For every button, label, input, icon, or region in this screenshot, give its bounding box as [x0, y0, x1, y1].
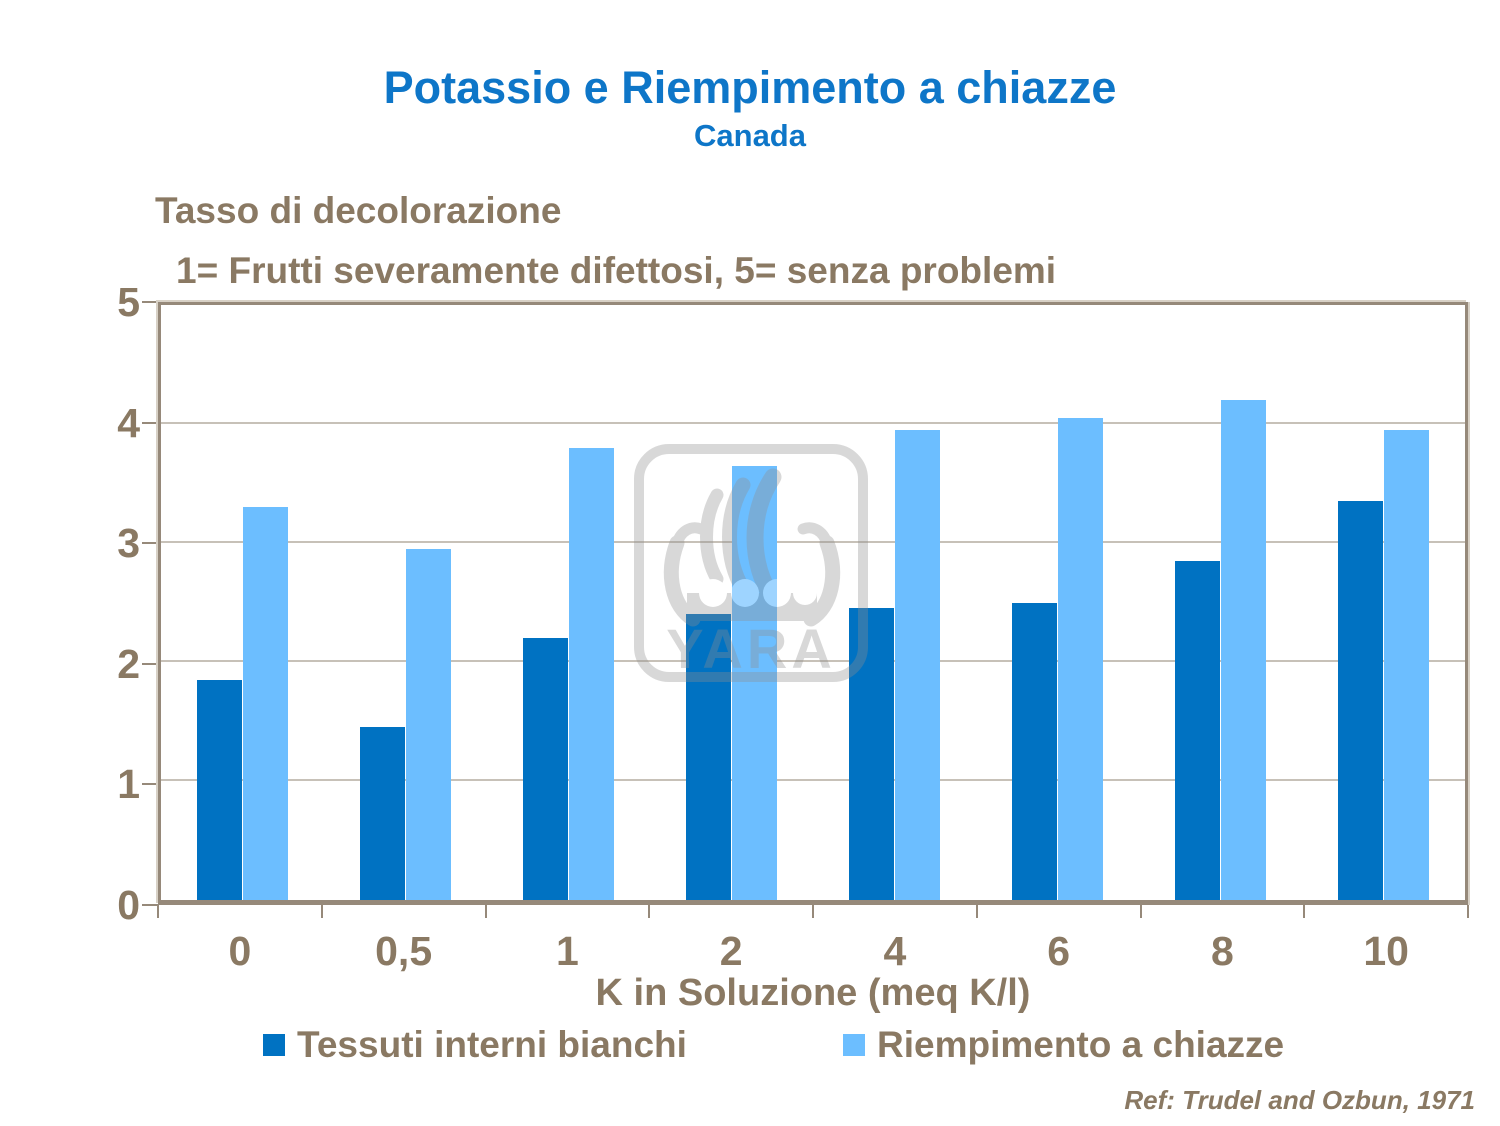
bar-tessuti-interni-bianchi-x4 [848, 608, 895, 900]
x-tick-mark [975, 905, 978, 918]
gridline [161, 541, 1465, 543]
x-tick-label: 1 [555, 928, 579, 974]
x-tick-label: 0 [228, 928, 252, 974]
gridline [161, 660, 1465, 662]
x-axis-title: K in Soluzione (meq K/l) [595, 972, 1031, 1014]
y-tick-label: 0 [117, 882, 140, 928]
yara-logo-watermark-icon: YARA [633, 443, 869, 683]
legend: Tessuti interni bianchi Riempimento a chi… [0, 1022, 1500, 1074]
x-tick-label: 4 [883, 928, 907, 974]
y-axis-ticks [142, 301, 158, 906]
y-tick-label: 3 [117, 520, 140, 567]
x-tick-label: 10 [1363, 928, 1409, 974]
x-tick-mark [484, 905, 487, 918]
y-tick-mark [142, 421, 158, 424]
x-tick-mark [1303, 905, 1306, 918]
bar-riempimento-a-chiazze-x8 [1220, 400, 1267, 900]
legend-marker-icon [263, 1034, 285, 1056]
y-tick-label: 1 [117, 761, 140, 808]
x-tick-label: 8 [1210, 928, 1234, 974]
legend-item-tessuti-interni-bianchi: Tessuti interni bianchi [263, 1022, 687, 1068]
reference-text: Ref: Trudel and Ozbun, 1971 [1124, 1085, 1475, 1115]
bar-riempimento-a-chiazze-x10 [1383, 429, 1430, 900]
gridline [161, 422, 1465, 424]
x-tick-mark [812, 905, 814, 918]
bar-riempimento-a-chiazze-x0,5 [405, 548, 452, 900]
x-tick-mark [1139, 905, 1142, 918]
bar-tessuti-interni-bianchi-x0 [196, 679, 243, 900]
x-tick-label: 2 [719, 928, 743, 974]
bar-tessuti-interni-bianchi-x10 [1337, 501, 1384, 900]
y-tick-label: 2 [117, 640, 140, 687]
bar-riempimento-a-chiazze-x1 [568, 447, 615, 900]
y-axis-note-line1: Tasso di decolorazione [155, 190, 562, 231]
gridline [161, 779, 1465, 781]
y-tick-label: 4 [117, 399, 140, 446]
bar-riempimento-a-chiazze-x4 [894, 429, 941, 900]
plot-area: YARA [158, 302, 1468, 905]
x-tick-mark [320, 905, 323, 918]
bar-tessuti-interni-bianchi-x2 [685, 614, 732, 900]
y-axis-labels: 0 1 2 3 4 5 [30, 279, 140, 928]
chart-subtitle: Canada [694, 118, 806, 153]
y-tick-mark [142, 542, 158, 545]
x-tick-mark [1467, 905, 1469, 918]
chart-title: Potassio e Riempimento a chiazze [383, 62, 1117, 113]
x-axis-ticks [157, 905, 1469, 919]
y-tick-mark [142, 301, 158, 303]
bar-riempimento-a-chiazze-x0 [242, 507, 289, 900]
y-tick-mark [142, 662, 158, 665]
legend-item-riempimento-a-chiazze: Riempimento a chiazze [843, 1022, 1284, 1068]
bar-tessuti-interni-bianchi-x1 [522, 638, 569, 900]
y-axis-note-line2: 1= Frutti severamente difettosi, 5= senz… [176, 250, 1057, 291]
legend-label: Tessuti interni bianchi [297, 1024, 687, 1065]
legend-label: Riempimento a chiazze [877, 1024, 1285, 1065]
bar-riempimento-a-chiazze-x2 [731, 465, 778, 900]
x-tick-label: 0,5 [375, 928, 433, 974]
x-tick-mark [648, 905, 651, 918]
y-tick-label: 5 [117, 279, 140, 325]
legend-marker-icon [843, 1034, 865, 1056]
x-tick-label: 6 [1047, 928, 1071, 974]
y-tick-mark [142, 904, 158, 906]
x-tick-mark [157, 905, 159, 918]
x-axis-labels: 0 0,5 1 2 4 6 8 10 [158, 928, 1468, 974]
bar-tessuti-interni-bianchi-x0,5 [359, 727, 406, 900]
bar-tessuti-interni-bianchi-x8 [1174, 560, 1221, 900]
bar-riempimento-a-chiazze-x6 [1057, 418, 1104, 900]
bar-tessuti-interni-bianchi-x6 [1011, 602, 1058, 900]
y-tick-mark [142, 783, 158, 786]
watermark-text: YARA [666, 617, 836, 680]
